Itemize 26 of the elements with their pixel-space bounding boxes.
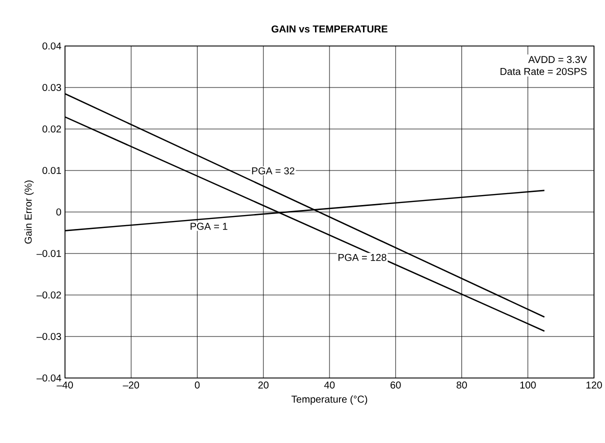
y-tick-label: –0.02: [36, 291, 61, 299]
x-tick-label: 0: [194, 382, 200, 389]
x-tick-label: 100: [520, 382, 536, 389]
x-tick-label: –40: [56, 382, 73, 389]
y-tick-label: 0.04: [42, 42, 62, 50]
annotation: AVDD = 3.3V: [528, 56, 587, 64]
y-tick-label: –0.01: [36, 250, 61, 258]
y-tick-label: 0: [56, 208, 62, 216]
y-tick-label: 0.01: [42, 166, 61, 174]
x-tick-label: –20: [122, 382, 140, 389]
series-label: PGA = 128: [338, 254, 386, 261]
x-axis-title: Temperature (°C): [291, 395, 368, 405]
series-label: PGA = 1: [190, 222, 228, 230]
x-tick-label: 40: [324, 382, 335, 389]
y-tick-label: –0.04: [36, 374, 62, 382]
x-tick-label: 120: [586, 382, 602, 389]
x-tick-label: 80: [456, 382, 467, 389]
y-axis-title: Gain Error (%): [24, 180, 34, 244]
annotation: Data Rate = 20SPS: [500, 68, 587, 75]
y-tick-label: 0.03: [42, 84, 62, 92]
x-tick-label: 60: [390, 382, 401, 389]
chart-title: GAIN vs TEMPERATURE: [272, 25, 388, 33]
x-tick-label: 20: [258, 382, 269, 389]
y-tick-label: –0.03: [36, 332, 62, 340]
series-label: PGA = 32: [252, 167, 294, 174]
y-tick-label: 0.02: [42, 125, 61, 133]
